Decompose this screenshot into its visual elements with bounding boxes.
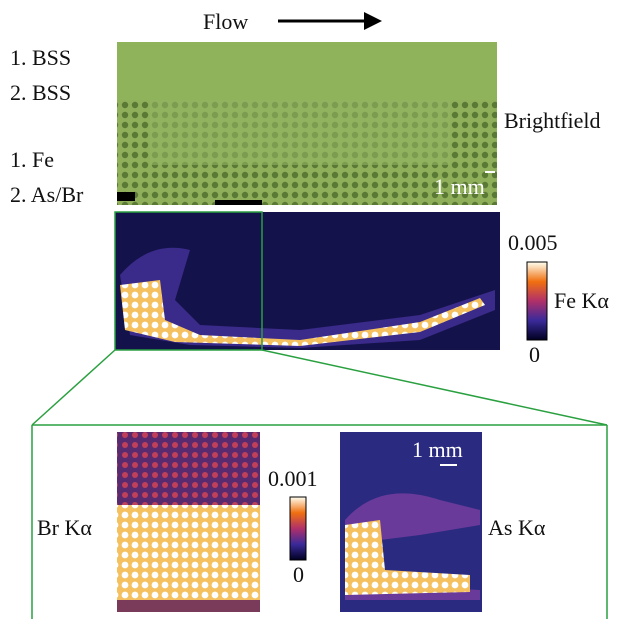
flow-arrowhead — [364, 12, 382, 30]
br-map-hotspot — [117, 505, 260, 600]
colorbar — [526, 261, 548, 341]
panel-label: 2. As/Br — [10, 182, 84, 207]
br-label: Br Kα — [37, 515, 92, 540]
colorbar — [289, 496, 307, 561]
br-map-edge — [117, 600, 260, 612]
scale-label: 1 mm — [412, 437, 463, 462]
panel-label: 1. Fe — [10, 147, 54, 172]
as-map-hotspot — [345, 520, 470, 595]
colorbar-min: 0 — [293, 562, 304, 587]
colorbar-min: 0 — [529, 342, 540, 367]
fe-label: Fe Kα — [554, 288, 609, 313]
brightfield-caption: Brightfield — [504, 108, 601, 133]
zoom-line — [261, 349, 608, 426]
zoom-box — [114, 211, 263, 351]
zoom-line — [31, 349, 116, 426]
colorbar-max: 0.001 — [268, 466, 318, 491]
panel-label: 2. BSS — [10, 80, 71, 105]
scale-label: 1 mm — [434, 174, 485, 199]
fe-map-hotspot — [120, 280, 485, 346]
marker — [215, 200, 262, 205]
brightfield-center — [150, 100, 450, 165]
flow-label: Flow — [203, 9, 248, 34]
fe-map-signal — [120, 247, 495, 348]
marker — [117, 192, 135, 201]
panel-label: 1. BSS — [10, 45, 71, 70]
colorbar-max: 0.005 — [508, 230, 558, 255]
as-label: As Kα — [488, 515, 546, 540]
